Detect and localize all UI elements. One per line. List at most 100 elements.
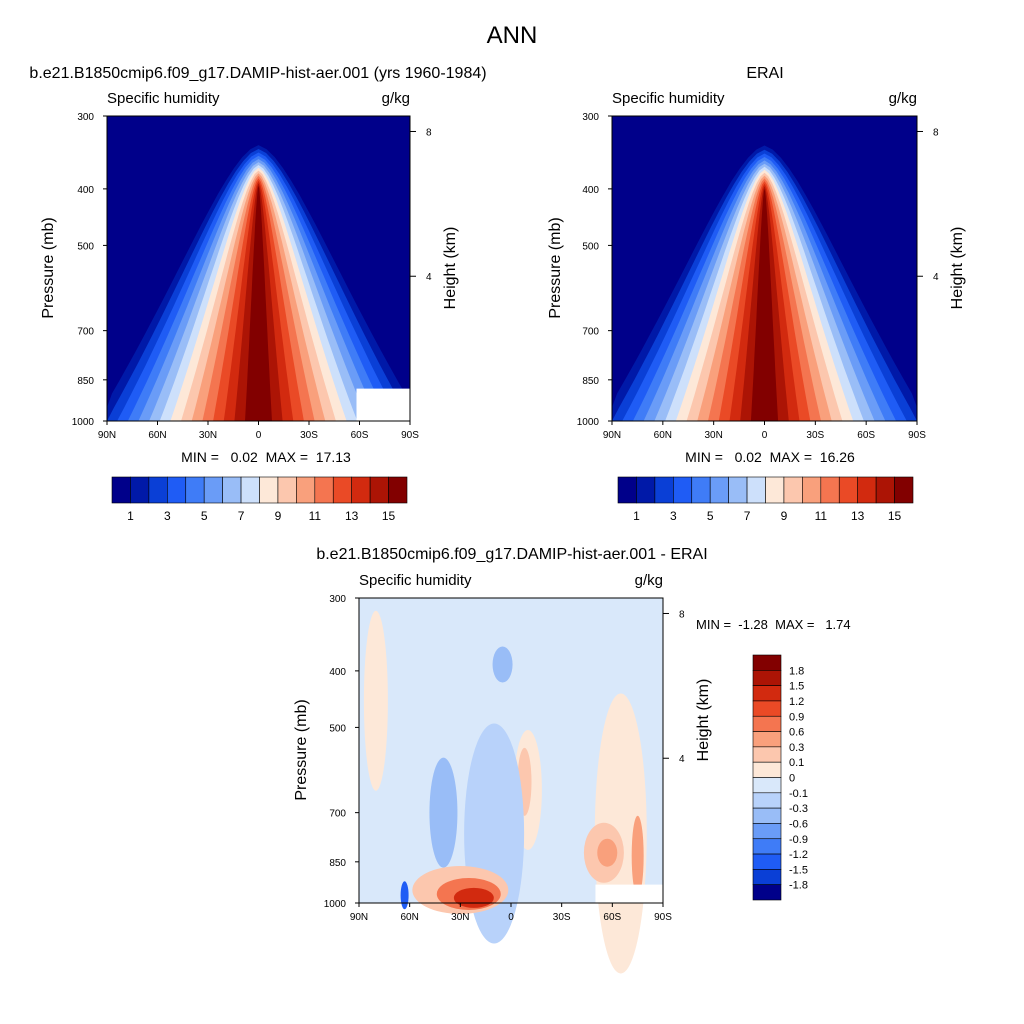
colorbar-box (728, 476, 748, 504)
panel-obs-plot (611, 115, 918, 422)
colorbar-box (752, 700, 782, 717)
negative-region (400, 881, 409, 910)
panel-obs-colorbar: 1 3 5 7 9 11 13 15 (617, 476, 914, 523)
colorbar-box (894, 476, 914, 504)
x-tick-label: 30N (704, 430, 722, 441)
colorbar-box (222, 476, 242, 504)
colorbar-box (203, 476, 223, 504)
colorbar-box (240, 476, 260, 504)
colorbar-box (746, 476, 766, 504)
panel-diff-units: g/kg (635, 572, 663, 589)
colorbar-box (259, 476, 279, 504)
colorbar-label: 0 (789, 773, 795, 785)
colorbar-label: 0.3 (789, 742, 804, 754)
colorbar-label: 1 (633, 509, 640, 523)
panel-obs-ylabel: Pressure (mb) (547, 217, 564, 318)
y-tick-label: 850 (77, 376, 94, 387)
colorbar-box (875, 476, 895, 504)
panel-model-plot (106, 115, 411, 422)
x-tick-label: 90S (401, 430, 419, 441)
panel-obs-units: g/kg (889, 90, 917, 107)
colorbar-box (752, 823, 782, 840)
panel-diff: b.e21.B1850cmip6.f09_g17.DAMIP-hist-aer.… (293, 546, 851, 974)
colorbar-box (296, 476, 316, 504)
colorbar-label: 1 (127, 509, 134, 523)
colorbar-label: 1.5 (789, 681, 804, 693)
panel-model-colorbar: 1 3 5 7 9 11 13 15 (111, 476, 408, 523)
panel-model-ylabel: Pressure (mb) (40, 217, 57, 318)
x-tick-label: 90S (654, 912, 672, 923)
colorbar-box (752, 761, 782, 778)
colorbar-box (636, 476, 656, 504)
panel-diff-ylabel: Pressure (mb) (293, 699, 310, 800)
colorbar-box (185, 476, 205, 504)
panel-model-ylabel-right: Height (km) (442, 227, 459, 310)
x-tick-label: 90S (908, 430, 926, 441)
x-tick-label: 0 (256, 430, 262, 441)
x-tick-label: 30S (806, 430, 824, 441)
x-tick-label: 0 (762, 430, 768, 441)
x-tick-label: 60S (603, 912, 621, 923)
negative-region (492, 646, 513, 683)
colorbar-label: 15 (382, 509, 396, 523)
colorbar-box (752, 731, 782, 748)
x-tick-label: 30N (451, 912, 469, 923)
colorbar-box (388, 476, 408, 504)
panel-diff-field-label: Specific humidity (359, 572, 472, 589)
panel-obs-axes: 90N 60N 30N 0 30S 60S 90S 300 400 500 700 850 1000 8 4 (577, 112, 939, 441)
y-tick-label: 700 (77, 327, 94, 338)
y-tick-label: 850 (582, 376, 599, 387)
panel-diff-title: b.e21.B1850cmip6.f09_g17.DAMIP-hist-aer.… (316, 546, 707, 563)
colorbar-box (838, 476, 858, 504)
x-tick-label: 60S (351, 430, 369, 441)
x-tick-label: 60N (654, 430, 672, 441)
y-tick-label: 400 (77, 185, 94, 196)
panel-obs: ERAI Specific humidity g/kg 90N 60N 30N 0 30… (547, 65, 966, 523)
panel-obs-title: ERAI (746, 65, 783, 82)
colorbar-label: 0.9 (789, 711, 804, 723)
colorbar-label: 13 (851, 509, 865, 523)
x-tick-label: 90N (98, 430, 116, 441)
colorbar-box (314, 476, 334, 504)
panel-obs-ylabel-right: Height (km) (949, 227, 966, 310)
colorbar-box (130, 476, 150, 504)
y-right-tick-label: 8 (933, 127, 939, 138)
panel-model-min-max: MIN = 0.02 MAX = 17.13 (181, 449, 351, 465)
colorbar-label: 13 (345, 509, 359, 523)
colorbar-label: 9 (275, 509, 282, 523)
colorbar-box (277, 476, 297, 504)
colorbar-label: 15 (888, 509, 902, 523)
contour-fill (107, 145, 410, 421)
panel-model: b.e21.B1850cmip6.f09_g17.DAMIP-hist-aer.… (29, 65, 486, 523)
y-right-tick-label: 8 (679, 609, 685, 620)
x-tick-label: 60S (857, 430, 875, 441)
colorbar-label: 3 (164, 509, 171, 523)
y-right-tick-label: 8 (426, 127, 432, 138)
colorbar-box (752, 654, 782, 671)
colorbar-box (167, 476, 187, 504)
colorbar-label: -1.8 (789, 880, 808, 892)
colorbar-box (802, 476, 822, 504)
y-tick-label: 1000 (324, 899, 347, 910)
colorbar-box (752, 777, 782, 794)
panel-model-field-label: Specific humidity (107, 90, 220, 107)
y-tick-label: 850 (329, 858, 346, 869)
y-tick-label: 500 (77, 241, 94, 252)
y-tick-label: 1000 (72, 417, 95, 428)
colorbar-box (752, 685, 782, 702)
colorbar-box (752, 838, 782, 855)
missing-data (356, 388, 410, 421)
panel-diff-axes: 90N 60N 30N 0 30S 60S 90S 300 400 500 700 850 1000 8 4 (324, 594, 685, 923)
colorbar-label: 0.1 (789, 757, 804, 769)
colorbar-box (752, 853, 782, 870)
panel-diff-min-max: MIN = -1.28 MAX = 1.74 (696, 617, 851, 632)
colorbar-label: 1.8 (789, 665, 804, 677)
colorbar-box (617, 476, 637, 504)
y-tick-label: 300 (329, 594, 346, 605)
colorbar-box (691, 476, 711, 504)
figure-title: ANN (487, 22, 538, 49)
colorbar-box (783, 476, 803, 504)
colorbar-box (752, 670, 782, 686)
panel-diff-ylabel-right: Height (km) (695, 679, 712, 762)
x-tick-label: 30S (553, 912, 571, 923)
